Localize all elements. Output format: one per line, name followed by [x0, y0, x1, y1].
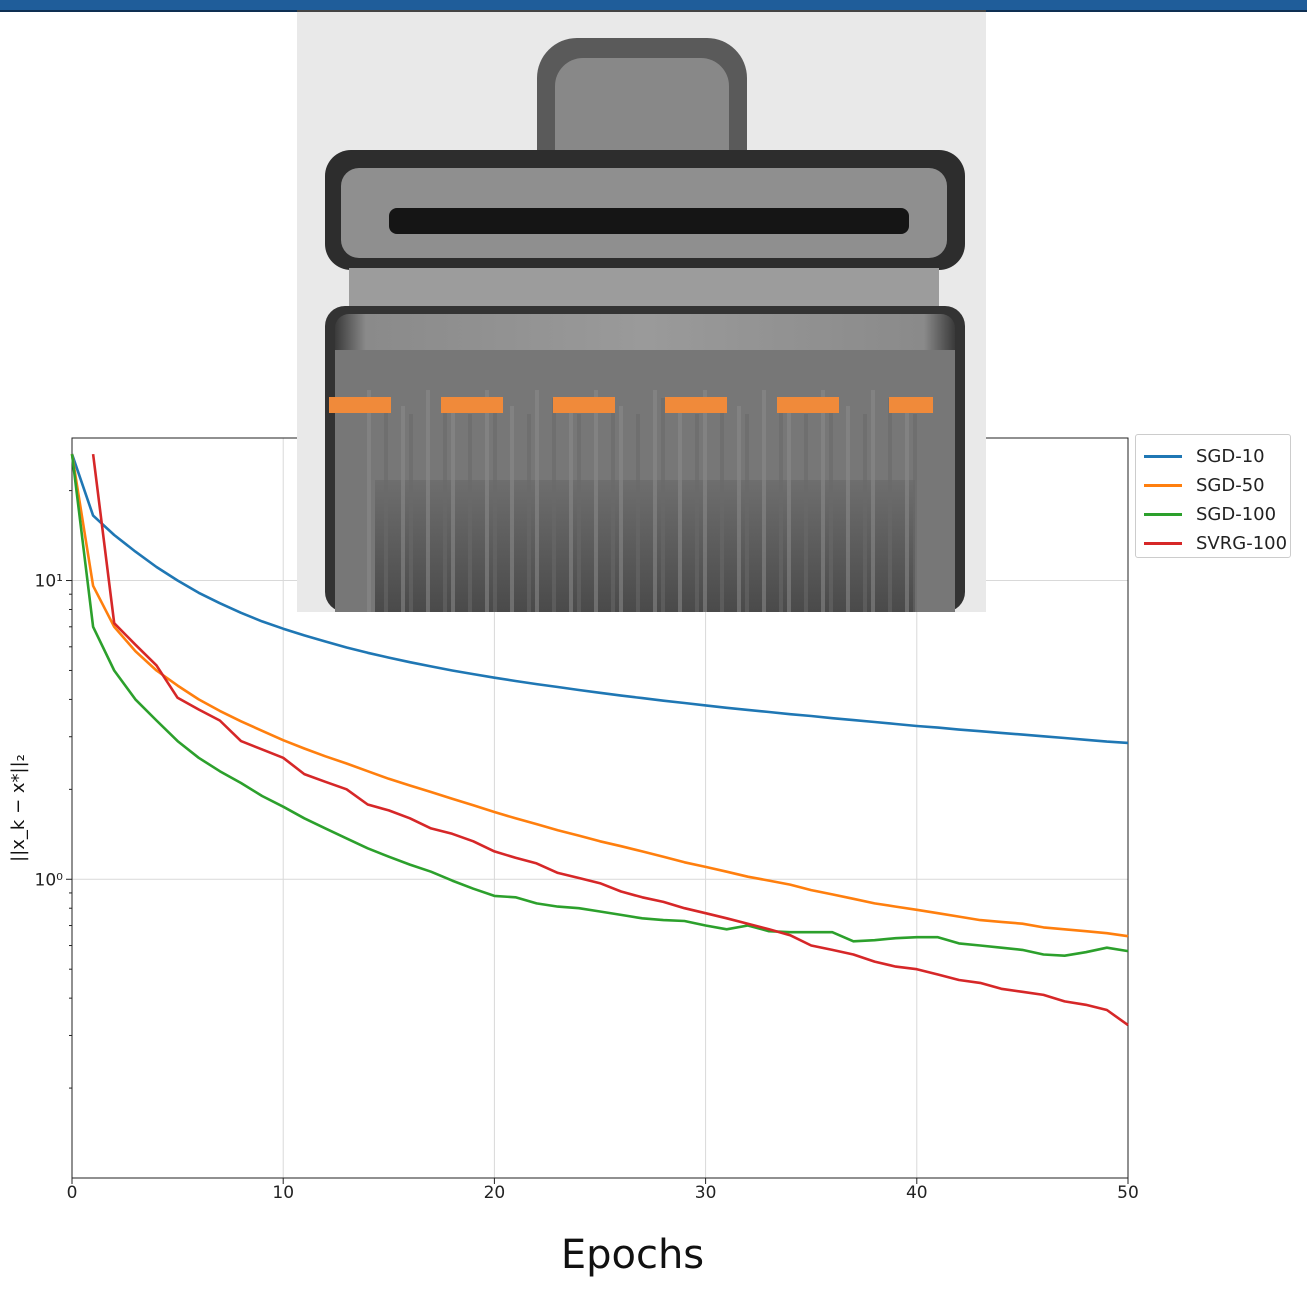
xray-stripe [527, 414, 531, 612]
legend-label: SGD-100 [1196, 504, 1277, 525]
legend-label: SVRG-100 [1196, 533, 1288, 554]
xray-stripe [552, 398, 556, 612]
xray-stripe [443, 398, 447, 612]
x-tick-label: 0 [67, 1183, 78, 1203]
xray-stripe [913, 414, 917, 612]
y-tick-labels: 10¹ 10⁰ [35, 490, 72, 1089]
xray-stripe [762, 390, 766, 612]
y-tick-label: 10¹ [35, 572, 63, 592]
xray-stripe [863, 414, 867, 612]
x-tick-labels: 0 10 20 30 40 50 [67, 1178, 1139, 1203]
xray-stripe [905, 406, 909, 612]
xray-stripe [409, 414, 413, 612]
x-axis-label: Epochs [560, 1232, 705, 1278]
xray-stripe [485, 390, 489, 612]
xray-stripe [401, 406, 405, 612]
xray-stripe [451, 406, 455, 612]
series-lines [70, 453, 1129, 1027]
legend-item: SGD-10 [1144, 442, 1290, 471]
xray-stripe [737, 406, 741, 612]
legend-item: SVRG-100 [1144, 529, 1290, 558]
xray-stripes [367, 390, 917, 612]
x-tick-label: 20 [484, 1183, 506, 1203]
x-tick-label: 50 [1117, 1183, 1139, 1203]
series-line-sgd-100 [70, 453, 1129, 958]
xray-stripe [468, 414, 472, 612]
xray-stripe [367, 390, 371, 612]
xray-stripe [594, 390, 598, 612]
xray-stripe [829, 398, 833, 612]
xray-stripe [384, 398, 388, 612]
legend-label: SGD-50 [1196, 475, 1265, 496]
xray-stripe [611, 398, 615, 612]
xray-stripe [871, 390, 875, 612]
xray-stripe [661, 398, 665, 612]
xray-stripe [846, 406, 850, 612]
xray-stripe [779, 398, 783, 612]
xray-stripe [653, 390, 657, 612]
xray-stripe [636, 414, 640, 612]
series-line-sgd-10 [70, 453, 1129, 745]
legend-swatch [1144, 513, 1182, 516]
legend-item: SGD-50 [1144, 471, 1290, 500]
xray-stripe [510, 406, 514, 612]
xray-stripe [720, 398, 724, 612]
x-tick-label: 40 [906, 1183, 928, 1203]
xray-stripe [678, 406, 682, 612]
legend-item: SGD-100 [1144, 500, 1290, 529]
xray-stripe [493, 398, 497, 612]
xray-stripe [535, 390, 539, 612]
x-tick-label: 10 [272, 1183, 294, 1203]
y-tick-label: 10⁰ [35, 870, 64, 890]
xray-jar-image [297, 10, 986, 612]
legend-swatch [1144, 484, 1182, 487]
xray-stripe [426, 390, 430, 612]
xray-stripe [703, 390, 707, 612]
xray-stripe [787, 406, 791, 612]
legend-swatch [1144, 455, 1182, 458]
xray-stripe [745, 414, 749, 612]
xray-stripe [804, 414, 808, 612]
xray-stripe [569, 406, 573, 612]
legend-swatch [1144, 542, 1182, 545]
xray-stripe [821, 390, 825, 612]
xray-stripe [619, 406, 623, 612]
series-line-svrg-100 [91, 453, 1129, 1027]
y-axis-label: ||x_k − x*||₂ [8, 754, 29, 862]
xray-stripe [695, 414, 699, 612]
xray-stripe [888, 398, 892, 612]
series-line-sgd-50 [70, 453, 1129, 938]
legend-label: SGD-10 [1196, 446, 1265, 467]
xray-stripe [577, 414, 581, 612]
x-tick-label: 30 [695, 1183, 717, 1203]
legend: SGD-10 SGD-50 SGD-100 SVRG-100 [1135, 434, 1291, 558]
